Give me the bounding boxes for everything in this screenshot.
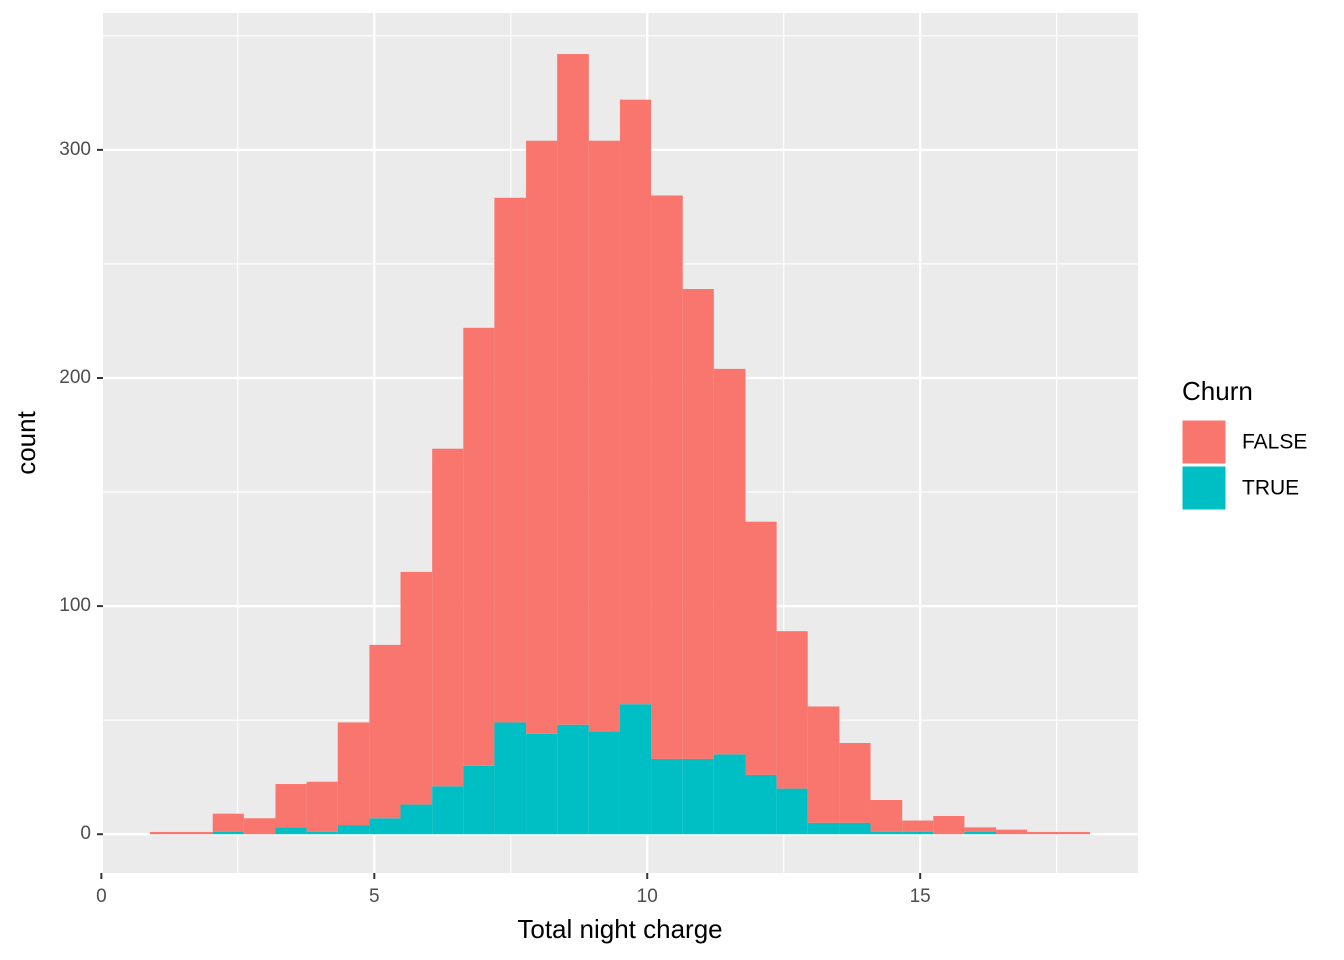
bar: [1027, 831, 1059, 835]
bar: [369, 818, 401, 835]
y-tick-label: 100: [59, 595, 91, 616]
bar: [996, 829, 1028, 835]
bar: [651, 195, 683, 759]
bar: [619, 704, 652, 835]
bar: [275, 784, 307, 828]
bar: [682, 758, 714, 835]
bar: [306, 831, 338, 835]
x-axis-title: Total night charge: [517, 914, 722, 944]
bar: [964, 831, 997, 835]
bar: [870, 831, 903, 835]
bar: [807, 822, 840, 835]
bar: [588, 140, 620, 732]
legend-key: [1181, 465, 1227, 511]
bar: [682, 289, 714, 759]
bar: [933, 815, 965, 835]
y-axis-title: count: [11, 410, 41, 474]
bar: [713, 754, 746, 835]
bar: [526, 140, 558, 734]
bar: [306, 781, 338, 832]
bar: [839, 822, 871, 835]
legend-title: Churn: [1182, 376, 1253, 406]
bar: [432, 448, 464, 787]
x-tick-label: 15: [910, 886, 931, 907]
bar: [870, 800, 903, 832]
bar: [713, 368, 746, 755]
legend-label: FALSE: [1242, 431, 1307, 454]
bar: [745, 521, 777, 775]
bar: [212, 813, 244, 832]
bar: [400, 571, 433, 805]
bar: [400, 804, 433, 835]
bar: [212, 831, 244, 835]
bar: [807, 706, 840, 823]
bar: [776, 631, 808, 789]
bar: [526, 733, 558, 835]
bar: [839, 742, 871, 823]
bar: [337, 722, 370, 826]
bar: [964, 827, 997, 832]
bar: [619, 99, 652, 705]
y-tick-label: 200: [59, 367, 91, 388]
bar: [494, 722, 527, 835]
x-tick-label: 10: [637, 886, 658, 907]
y-tick-label: 300: [59, 139, 91, 160]
bar: [902, 820, 934, 832]
bar: [494, 197, 527, 723]
bar: [902, 831, 934, 835]
y-tick-label: 0: [80, 823, 91, 844]
bar: [243, 818, 276, 835]
bar: [588, 731, 620, 835]
legend-key: [1181, 419, 1227, 465]
x-tick-label: 5: [369, 886, 380, 907]
bar: [651, 758, 683, 835]
bar: [337, 825, 370, 835]
bar: [557, 724, 589, 835]
bar: [745, 774, 777, 835]
bar: [1058, 831, 1090, 835]
bar: [557, 54, 589, 725]
bar: [149, 831, 182, 835]
bar: [181, 831, 213, 835]
bar: [275, 827, 307, 835]
bar: [463, 765, 495, 835]
bar: [369, 644, 401, 819]
bar: [432, 786, 464, 835]
x-tick-label: 0: [96, 886, 107, 907]
bar: [776, 788, 808, 835]
legend-label: TRUE: [1242, 477, 1299, 500]
bar: [463, 327, 495, 766]
